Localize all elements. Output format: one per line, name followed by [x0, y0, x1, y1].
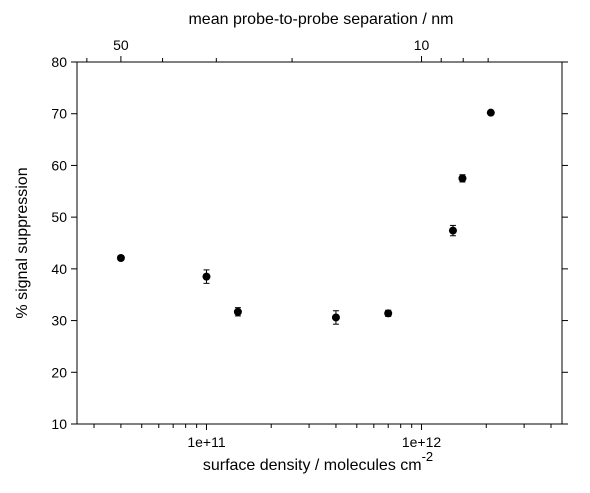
x-tick-label: 1e+12 [402, 434, 442, 450]
x-axis-title: surface density / molecules cm-2 [203, 449, 433, 474]
data-point [331, 313, 340, 322]
data-point [458, 174, 467, 183]
data-point-group [116, 108, 495, 322]
data-point [202, 272, 211, 281]
plot-frame [76, 61, 563, 425]
x-tick-label: 1e+11 [187, 434, 225, 450]
tick-group: 10 20 30 40 50 60 70 80 1e+11 1e+12 50 10 [51, 37, 568, 450]
top-tick-label: 50 [113, 37, 129, 53]
data-point [384, 309, 393, 318]
y-tick-label: 30 [51, 313, 67, 329]
data-point [233, 307, 242, 316]
top-tick-label: 10 [414, 37, 430, 53]
y-tick-label: 20 [51, 364, 67, 380]
data-point [116, 253, 125, 262]
y-tick-label: 50 [51, 209, 67, 225]
y-axis-title: % signal suppression [14, 167, 31, 318]
data-point [448, 226, 457, 235]
y-tick-label: 70 [51, 106, 67, 122]
x-axis-title-superscript: -2 [422, 449, 434, 464]
y-tick-label: 10 [51, 416, 67, 432]
y-tick-label: 80 [51, 54, 67, 70]
x-axis-title-main: surface density / molecules cm [203, 457, 422, 474]
error-bar-group [117, 110, 494, 325]
data-point [486, 108, 495, 117]
y-tick-label: 40 [51, 261, 67, 277]
y-tick-label: 60 [51, 157, 67, 173]
top-axis-title: mean probe-to-probe separation / nm [188, 11, 453, 28]
